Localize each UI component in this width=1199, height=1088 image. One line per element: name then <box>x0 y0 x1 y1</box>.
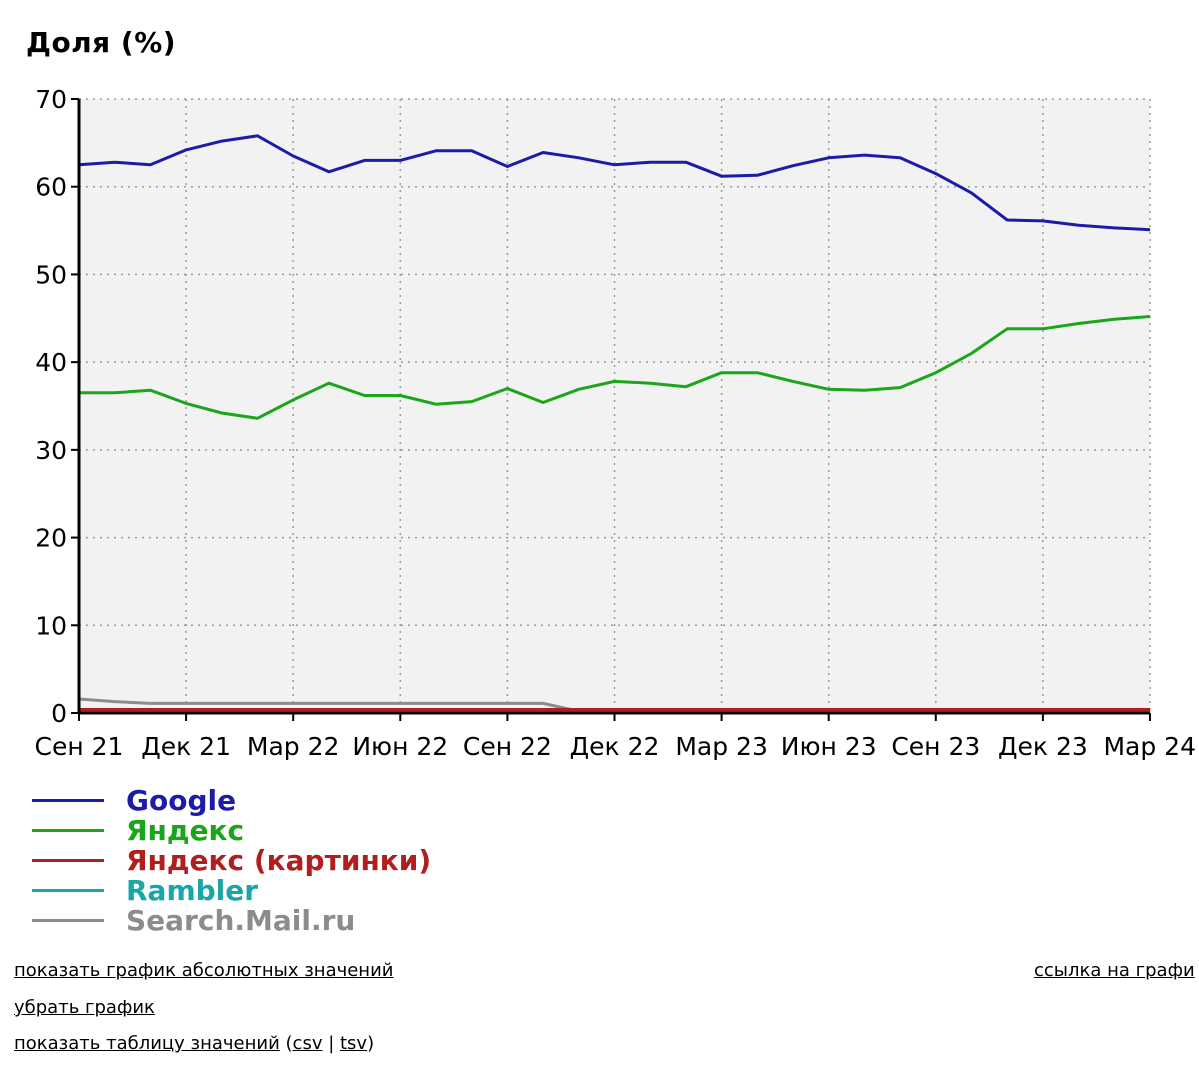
x-tick-label: Сен 22 <box>463 732 552 761</box>
x-tick-label: Мар 24 <box>1103 732 1196 761</box>
csv-link[interactable]: csv <box>292 1033 323 1054</box>
remove-chart-link[interactable]: убрать график <box>14 997 155 1018</box>
legend-label: Rambler <box>126 874 259 907</box>
line-chart: 0 10 20 30 40 50 60 70 Сен 21 Дек 21 Мар 22 Июн 22 С… <box>35 85 1196 761</box>
legend-label: Яндекс (картинки) <box>126 844 432 877</box>
chart-link[interactable]: ссылка на графи <box>1034 960 1195 981</box>
x-tick-label: Мар 23 <box>675 732 768 761</box>
paren-open: ( <box>279 1033 293 1054</box>
x-tick-label: Дек 22 <box>570 732 660 761</box>
y-tick-label: 10 <box>35 611 67 640</box>
legend-swatch <box>32 859 104 862</box>
show-absolute-values-link[interactable]: показать график абсолютных значений <box>14 960 394 981</box>
separator: | <box>322 1033 340 1054</box>
paren-close: ) <box>367 1033 375 1054</box>
legend-label: Search.Mail.ru <box>126 904 356 937</box>
legend-label: Google <box>126 784 237 817</box>
y-tick-label: 40 <box>35 348 67 377</box>
x-tick-label: Сен 23 <box>891 732 980 761</box>
tsv-link[interactable]: tsv <box>340 1033 368 1054</box>
legend-swatch <box>32 799 104 802</box>
y-tick-label: 20 <box>35 524 67 553</box>
series-line <box>79 315 1151 420</box>
x-tick-label: Дек 23 <box>998 732 1088 761</box>
y-axis-label: Доля (%) <box>26 26 177 59</box>
x-tick-label: Дек 21 <box>141 732 231 761</box>
show-table-row: показать таблицу значений (csv | tsv) <box>14 1033 374 1054</box>
legend-swatch <box>32 889 104 892</box>
x-tick-label: Мар 22 <box>247 732 340 761</box>
y-tick-label: 60 <box>35 173 67 202</box>
x-tick-label: Июн 23 <box>781 732 877 761</box>
y-tick-label: 0 <box>51 699 67 728</box>
legend-label: Яндекс <box>126 814 245 847</box>
y-tick-label: 50 <box>35 260 67 289</box>
y-tick-label: 30 <box>35 436 67 465</box>
legend-swatch <box>32 829 104 832</box>
legend-swatch <box>32 919 104 922</box>
y-tick-label: 70 <box>35 85 67 114</box>
series-line <box>78 134 1151 232</box>
show-table-link[interactable]: показать таблицу значений <box>14 1033 280 1054</box>
x-tick-label: Июн 22 <box>352 732 448 761</box>
x-tick-label: Сен 21 <box>35 732 124 761</box>
